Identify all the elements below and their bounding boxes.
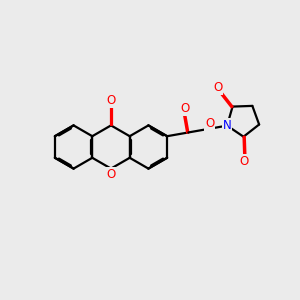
Text: O: O xyxy=(106,94,116,107)
Text: O: O xyxy=(106,167,116,181)
Text: O: O xyxy=(205,117,214,130)
Text: O: O xyxy=(181,102,190,115)
Text: N: N xyxy=(223,119,232,132)
Text: O: O xyxy=(240,154,249,168)
Text: O: O xyxy=(213,81,222,94)
